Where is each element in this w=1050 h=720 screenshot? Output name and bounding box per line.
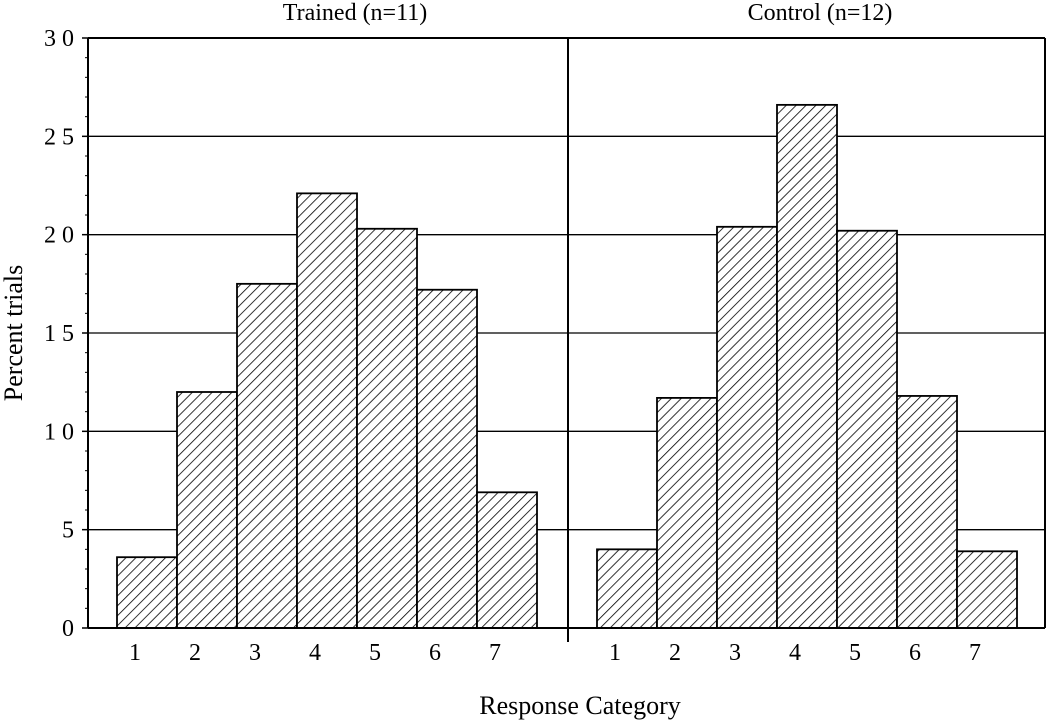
x-tick-label-trained-3: 3 bbox=[249, 640, 261, 666]
bar-control-6 bbox=[896, 395, 958, 629]
y-tick-label: 3 0 bbox=[44, 26, 74, 52]
x-tick-label-control-4: 4 bbox=[789, 640, 801, 666]
bar-control-1 bbox=[596, 548, 658, 629]
y-tick-label: 2 5 bbox=[44, 124, 74, 150]
bar-control-7 bbox=[956, 550, 1018, 629]
x-tick-label-control-3: 3 bbox=[729, 640, 741, 666]
bar-control-2 bbox=[656, 396, 718, 629]
bar-trained-1 bbox=[116, 556, 178, 629]
y-tick-label: 2 0 bbox=[44, 223, 74, 249]
y-tick-label: 0 bbox=[62, 616, 74, 642]
x-axis-label: Response Category bbox=[479, 691, 680, 720]
x-tick-label-control-7: 7 bbox=[969, 640, 981, 666]
bar-trained-2 bbox=[176, 391, 238, 629]
bars bbox=[116, 103, 1018, 629]
bar-control-4 bbox=[776, 103, 838, 629]
panel-title-trained: Trained (n=11) bbox=[283, 0, 427, 26]
bar-trained-6 bbox=[416, 288, 478, 629]
bar-trained-3 bbox=[236, 282, 298, 629]
x-tick-label-trained-7: 7 bbox=[489, 640, 501, 666]
x-tick-label-control-1: 1 bbox=[609, 640, 621, 666]
x-tick-label-trained-5: 5 bbox=[369, 640, 381, 666]
y-tick-label: 1 5 bbox=[44, 321, 74, 347]
x-tick-label-control-6: 6 bbox=[909, 640, 921, 666]
y-tick-label: 5 bbox=[62, 518, 74, 544]
bar-trained-4 bbox=[296, 192, 358, 629]
x-tick-label-control-2: 2 bbox=[669, 640, 681, 666]
bar-trained-5 bbox=[356, 227, 418, 629]
x-tick-label-trained-4: 4 bbox=[309, 640, 321, 666]
bar-trained-7 bbox=[476, 491, 538, 629]
bar-control-3 bbox=[716, 225, 778, 629]
y-axis-label: Percent trials bbox=[0, 265, 28, 401]
x-tick-label-control-5: 5 bbox=[849, 640, 861, 666]
panel-title-control: Control (n=12) bbox=[748, 0, 893, 26]
x-tick-label-trained-2: 2 bbox=[189, 640, 201, 666]
y-tick-label: 1 0 bbox=[44, 419, 74, 445]
bar-control-5 bbox=[836, 229, 898, 629]
ticks: 0 5 1 0 1 5 2 0 2 5 3 0 1 2 3 4 5 6 7 1 2 3 4 5 6 7 bbox=[44, 26, 981, 666]
x-tick-label-trained-6: 6 bbox=[429, 640, 441, 666]
x-tick-label-trained-1: 1 bbox=[129, 640, 141, 666]
